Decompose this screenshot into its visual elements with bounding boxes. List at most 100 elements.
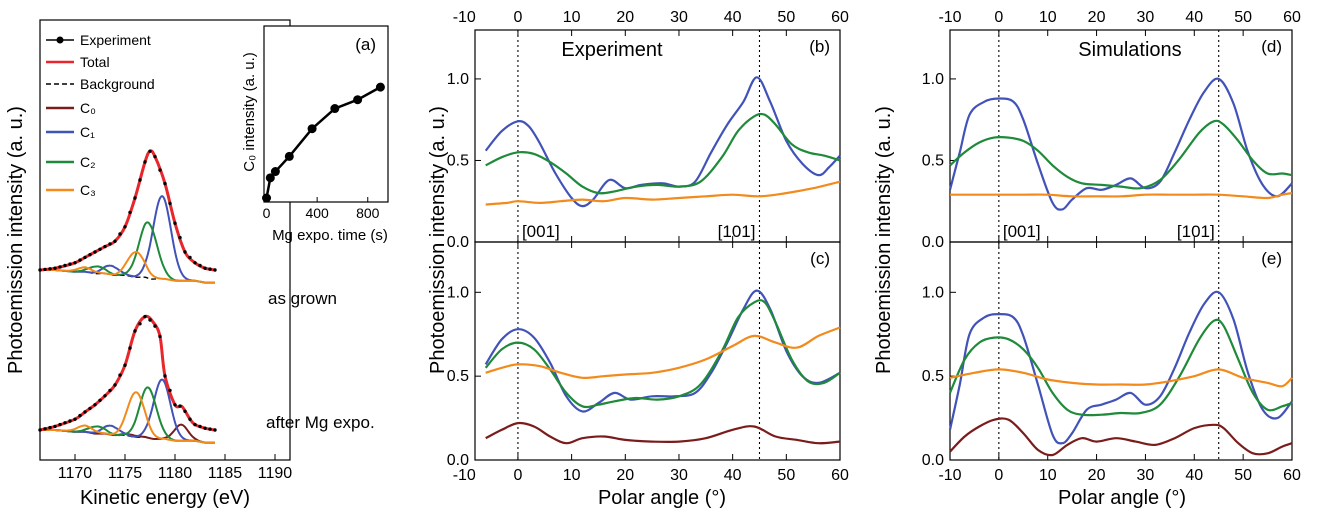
legend-item-experiment: Experiment bbox=[46, 32, 151, 48]
experiment-point bbox=[168, 388, 172, 393]
experiment-point bbox=[98, 398, 102, 402]
experiment-point bbox=[163, 374, 167, 378]
top-tick-label: 50 bbox=[777, 9, 795, 26]
xps-x-tick-label: 1175 bbox=[108, 465, 143, 482]
experiment-point bbox=[78, 258, 82, 262]
experiment-point bbox=[93, 250, 97, 254]
experiment-point bbox=[113, 239, 117, 243]
experiment-point bbox=[178, 404, 182, 408]
top-tick-label: 60 bbox=[831, 9, 849, 26]
inset-x-ticks: 0 400 800 bbox=[263, 197, 380, 221]
series-c2-line bbox=[485, 112, 841, 195]
legend-label-total: Total bbox=[80, 54, 110, 70]
experiment-point bbox=[43, 267, 47, 272]
top-tick-label: 10 bbox=[1039, 9, 1057, 26]
inset-x-tick-label: 400 bbox=[305, 205, 329, 221]
x-tick-label: 30 bbox=[670, 467, 688, 484]
experiment-point bbox=[83, 255, 87, 260]
series-c2-line bbox=[484, 299, 841, 409]
series-c1-line bbox=[948, 77, 1293, 211]
y-tick-label: 0.5 bbox=[922, 368, 944, 385]
panel-label: (e) bbox=[1261, 249, 1282, 268]
experiment-point bbox=[173, 403, 177, 407]
x-tick-label: 10 bbox=[1039, 467, 1057, 484]
experiment-point bbox=[98, 247, 102, 251]
experiment-point bbox=[208, 427, 212, 431]
direction-label-101: [101] bbox=[718, 222, 756, 241]
experiment-point bbox=[178, 235, 182, 240]
experiment-point bbox=[73, 261, 77, 265]
y-tick-label: 0.5 bbox=[922, 152, 944, 169]
experiment-point bbox=[153, 324, 157, 328]
legend-label-background: Background bbox=[80, 76, 155, 92]
de-y-axis-label: Photoemission intensity (a. u.) bbox=[873, 106, 895, 374]
experiment-point bbox=[93, 403, 97, 407]
total-fit-as-grown bbox=[39, 149, 216, 272]
xps-annotation-after-mg: after Mg expo. bbox=[266, 413, 375, 432]
experiment-point bbox=[213, 428, 217, 432]
experiment-point bbox=[138, 322, 142, 326]
y-tick-label: 1.0 bbox=[447, 71, 469, 88]
experiment-point bbox=[168, 201, 172, 206]
top-tick-label: 40 bbox=[1185, 9, 1203, 26]
xps-x-tick-label: 1190 bbox=[258, 465, 293, 482]
experiment-point bbox=[153, 154, 157, 159]
axes-frame bbox=[474, 241, 841, 461]
y-tick-label: 0.0 bbox=[447, 234, 469, 251]
experiment-point bbox=[68, 262, 72, 266]
experiment-point bbox=[143, 160, 147, 164]
x-tick-label: 50 bbox=[777, 467, 795, 484]
series-c3-line bbox=[949, 192, 1293, 200]
xps-x-tick-label: 1185 bbox=[208, 465, 243, 482]
panel-label: (b) bbox=[809, 37, 830, 56]
x-tick-label: 40 bbox=[1185, 467, 1203, 484]
bc-x-axis-label: Polar angle (°) bbox=[598, 487, 726, 509]
inset-data-point bbox=[265, 173, 275, 183]
xps-x-tick-label: 1180 bbox=[158, 465, 193, 482]
experiment-point bbox=[158, 168, 162, 172]
experiment-point bbox=[148, 149, 152, 153]
top-tick-label: 60 bbox=[1283, 9, 1301, 26]
experiment-point bbox=[83, 410, 87, 414]
series-c3-line bbox=[485, 180, 841, 206]
inset-data-point bbox=[353, 95, 363, 105]
experiment-point bbox=[113, 383, 117, 387]
panel-e: 0.0 0.5 1.0 -10 0 10 20 30 40 50 60 (e) bbox=[922, 241, 1301, 484]
component-c3-as-grown bbox=[40, 251, 215, 284]
legend-label-c2: C₂ bbox=[80, 154, 96, 170]
axes-frame bbox=[949, 241, 1293, 461]
x-tick-label: 60 bbox=[1283, 467, 1301, 484]
xps-axes-frame bbox=[39, 19, 291, 461]
experiment-point bbox=[108, 388, 112, 393]
y-tick-label: 1.0 bbox=[922, 284, 944, 301]
inset-y-axis-label: C₀ intensity (a. u.) bbox=[241, 52, 258, 172]
panel-title: Simulations bbox=[1078, 39, 1181, 61]
component-c3-after-mg bbox=[40, 391, 215, 444]
experiment-point bbox=[103, 394, 107, 398]
inset-x-tick-label: 800 bbox=[356, 205, 380, 221]
legend-item-c0: C₀ bbox=[46, 100, 96, 116]
series-c3-line bbox=[949, 368, 1293, 388]
y-tick-label: 0.5 bbox=[447, 368, 469, 385]
experiment-point bbox=[213, 268, 217, 272]
experiment-point bbox=[203, 426, 207, 430]
inset-data-point bbox=[330, 104, 340, 114]
y-tick-label: 1.0 bbox=[447, 284, 469, 301]
legend-label-c0: C₀ bbox=[80, 100, 96, 116]
y-tick-label: 0.0 bbox=[447, 452, 469, 469]
experiment-point bbox=[148, 318, 152, 322]
y-tick-label: 0.0 bbox=[922, 234, 944, 251]
experiment-point bbox=[88, 253, 92, 257]
x-tick-label: 40 bbox=[724, 467, 742, 484]
inset-x-axis-label: Mg expo. time (s) bbox=[272, 227, 388, 244]
component-c2-as-grown bbox=[40, 221, 215, 284]
xps-x-tick-label: 1170 bbox=[58, 465, 93, 482]
x-tick-label: 20 bbox=[1088, 467, 1106, 484]
de-x-axis-label: Polar angle (°) bbox=[1058, 487, 1186, 509]
x-tick-label: 30 bbox=[1137, 467, 1155, 484]
legend-item-c1: C₁ bbox=[46, 124, 95, 140]
x-tick-label: 20 bbox=[616, 467, 634, 484]
experiment-point bbox=[78, 413, 82, 418]
experiment-point bbox=[198, 263, 202, 268]
